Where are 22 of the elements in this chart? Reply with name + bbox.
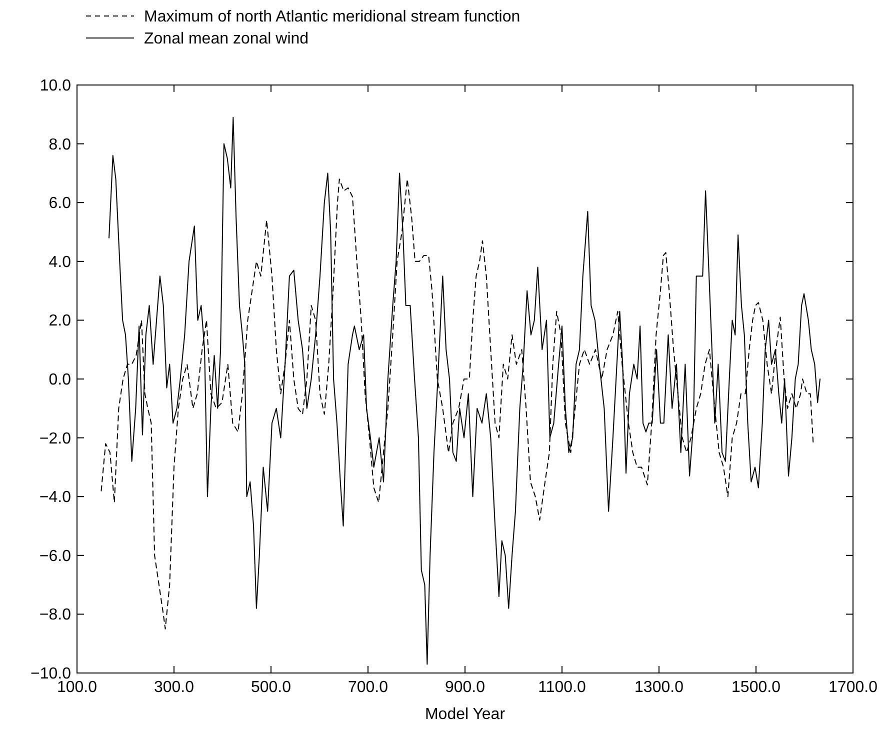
x-tick-label: 500.0 (250, 679, 292, 696)
legend-label: Maximum of north Atlantic meridional stream function (144, 8, 520, 26)
y-tick-label: 10.0 (40, 78, 72, 94)
x-tick-label: 1100.0 (538, 679, 586, 696)
x-tick-label: 100.0 (56, 679, 98, 696)
y-tick-label: −6.0 (39, 548, 72, 565)
y-tick-label: 2.0 (48, 312, 72, 330)
x-tick-label: 300.0 (154, 679, 194, 696)
y-tick-label: 6.0 (48, 195, 72, 212)
x-tick-label: 700.0 (348, 679, 388, 696)
x-axis-title: Model Year (424, 706, 506, 723)
legend-label: Zonal mean zonal wind (144, 30, 309, 48)
x-tick-label: 1500.0 (732, 679, 781, 696)
y-tick-label: −8.0 (39, 606, 72, 624)
y-tick-label: −2.0 (39, 430, 72, 448)
x-tick-label: 1700.0 (828, 679, 878, 696)
x-tick-label: 900.0 (444, 679, 486, 696)
y-tick-label: −4.0 (39, 489, 72, 506)
x-tick-label: 1300.0 (634, 679, 684, 696)
y-tick-label: 0.0 (48, 372, 72, 388)
y-tick-label: 8.0 (48, 136, 72, 154)
y-tick-label: 4.0 (48, 254, 72, 271)
